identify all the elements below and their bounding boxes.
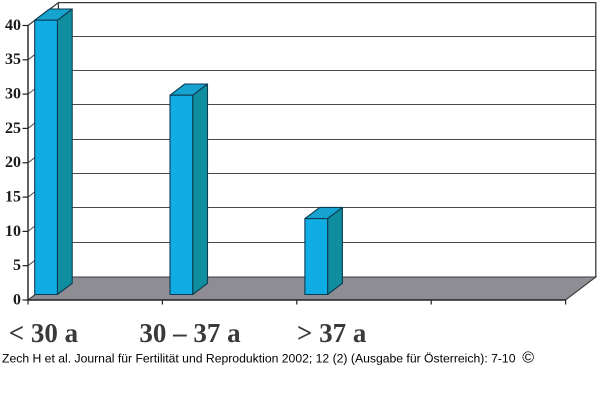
svg-text:30 – 37 a: 30 – 37 a [139,318,241,348]
svg-text:> 37 a: > 37 a [297,318,367,348]
svg-text:Zech H et al. Journal für Fert: Zech H et al. Journal für Fertilität und… [2,350,534,367]
svg-text:< 30 a: < 30 a [9,318,79,348]
svg-text:10: 10 [5,223,21,240]
svg-text:0: 0 [13,291,21,308]
svg-text:15: 15 [5,189,21,206]
svg-text:30: 30 [5,86,21,103]
svg-text:20: 20 [5,154,21,171]
svg-text:5: 5 [13,257,21,274]
svg-text:40: 40 [5,17,21,34]
svg-text:25: 25 [5,120,21,137]
svg-text:35: 35 [5,51,21,68]
